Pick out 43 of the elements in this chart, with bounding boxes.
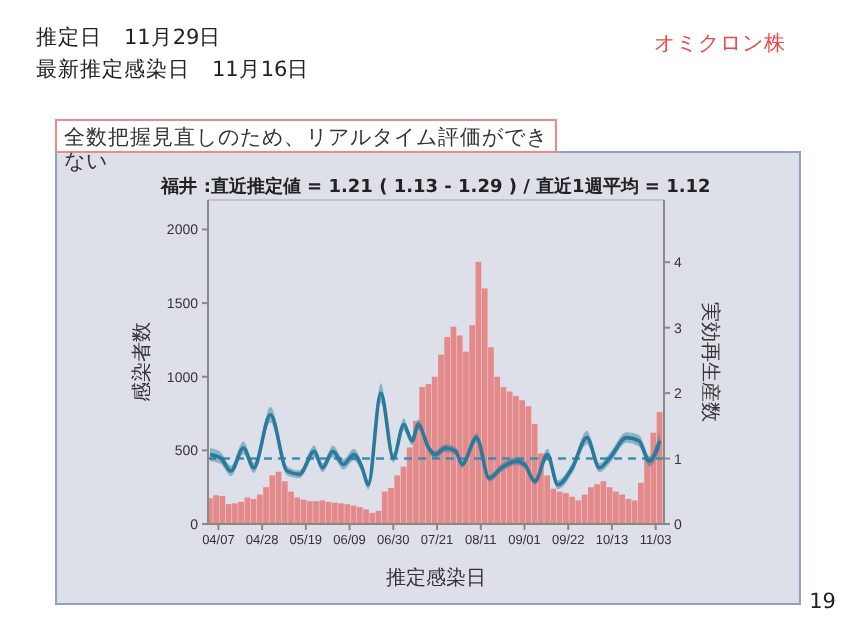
- bar: [519, 400, 526, 524]
- text: オミクロン株: [654, 30, 786, 56]
- bar: [394, 475, 401, 524]
- bar: [381, 491, 388, 524]
- chart-title: 福井 :直近推定値 = 1.21 ( 1.13 - 1.29 ) / 直近1週平均 = 1.12: [159, 176, 711, 198]
- bar: [306, 501, 313, 524]
- bar: [313, 501, 319, 524]
- bar: [588, 487, 594, 524]
- x-axis-title: 推定感染日: [386, 566, 486, 590]
- bar: [344, 504, 351, 524]
- bar: [369, 512, 376, 524]
- y-axis-title: 感染者数: [130, 322, 154, 402]
- bar: [569, 496, 576, 524]
- bar: [269, 475, 276, 524]
- bar: [619, 494, 625, 524]
- bar: [238, 501, 244, 524]
- bar: [338, 503, 344, 524]
- bar: [625, 498, 632, 524]
- text: 全数把握見直しのため、リアルタイム評価ができない: [64, 124, 548, 174]
- bar: [331, 502, 338, 524]
- bar: [256, 494, 263, 524]
- y2-axis-title: 実効再生産数: [698, 302, 722, 422]
- bar: [363, 509, 369, 524]
- bar: [612, 491, 619, 524]
- bar: [594, 484, 600, 524]
- bar: [219, 496, 226, 524]
- bar: [513, 395, 519, 524]
- bar: [231, 503, 238, 524]
- bar: [456, 335, 463, 524]
- bar: [244, 497, 251, 524]
- text: 19: [809, 590, 836, 614]
- text: 推定日 11月29日: [36, 24, 222, 50]
- bar: [506, 391, 513, 524]
- bar: [356, 507, 363, 524]
- text: 最新推定感染日 11月16日: [36, 56, 310, 82]
- bar: [294, 497, 301, 524]
- bar: [600, 481, 607, 524]
- bar: [563, 493, 569, 524]
- bar: [419, 387, 426, 524]
- bar: [581, 494, 588, 524]
- bar: [213, 495, 219, 524]
- bar: [319, 500, 326, 524]
- bar: [556, 491, 563, 524]
